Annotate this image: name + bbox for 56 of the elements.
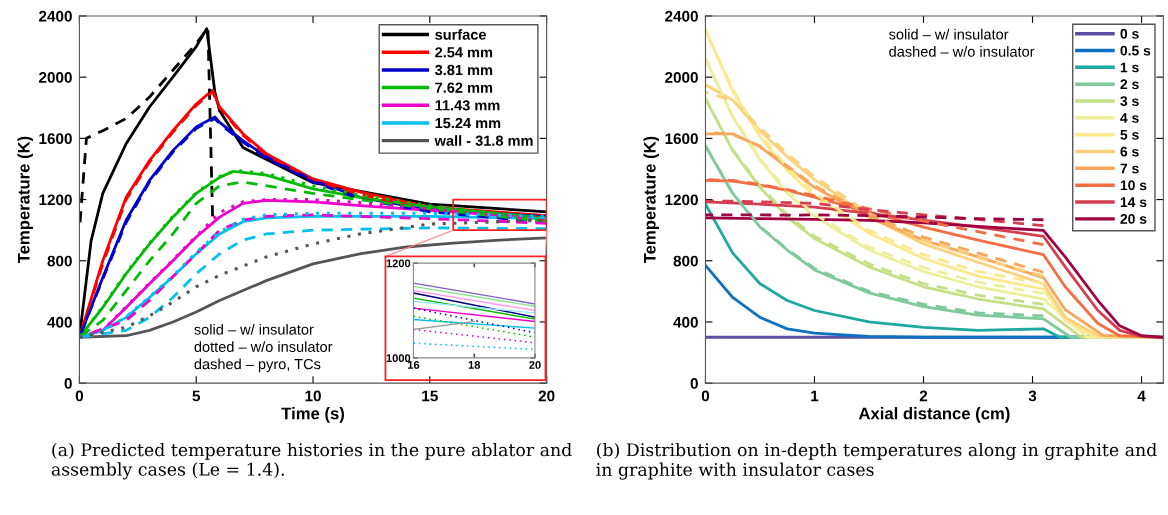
legend-label: 7 s [1120,163,1139,174]
text: (b) Distribution on in-depth temperatures along in graphite and in graphite with insulator cases [596,442,1157,480]
legend-label: 15.24 mm [435,117,501,129]
y-tick-label: 1200 [39,194,72,206]
x-tick-label: 16 [407,361,420,369]
legend-label: 5 s [1120,129,1139,140]
x-tick-label: 20 [538,390,555,402]
x-tick-label: 15 [422,390,438,402]
y-tick-label: 1200 [386,259,411,268]
y-tick-label: 800 [47,255,72,267]
y-tick-label: 1200 [665,194,698,206]
annotation: solid – w/ insulator dashed – w/o insulator [889,28,1035,57]
y-tick-label: 2000 [665,72,698,83]
legend-label: 0.5 s [1120,45,1151,56]
x-tick-label: 2 [919,390,928,402]
legend-label: 20 s [1120,214,1147,224]
legend-label: 2.54 mm [435,47,493,58]
x-tick-label: 1 [811,390,819,402]
x-tick-label: 0 [75,390,84,402]
y-tick-label: 400 [47,316,72,328]
legend-label: surface [435,29,486,40]
y-tick-label: 1600 [39,133,72,145]
legend-label: 10 s [1120,180,1147,191]
y-tick-label: 400 [673,316,698,328]
text: (a) Predicted temperature histories in the pure ablator and assembly cases (Le = 1.4). [51,442,572,480]
legend-label: 7.62 mm [435,82,493,93]
legend-label: 14 s [1120,197,1147,208]
x-axis-title: Time (s) [281,407,344,423]
legend-label: 6 s [1120,146,1139,157]
y-tick-label: 2400 [39,10,72,22]
y-tick-label: 1600 [665,133,698,145]
legend-label: 3.81 mm [434,64,493,76]
y-tick-label: 1000 [386,354,411,363]
y-tick-label: 2000 [39,72,72,83]
y-axis-title: Temperature (K) [17,136,33,264]
x-tick-label: 18 [468,361,481,369]
annotation: solid – w/ insulator dotted – w/o insulator dashed – pyro, TCs [194,323,333,373]
x-tick-label: 0 [701,390,710,402]
x-tick-label: 3 [1028,390,1037,402]
y-tick-label: 0 [690,378,698,389]
legend-label: 0 s [1120,28,1139,39]
legend-label: wall - 31.8 mm [434,135,533,146]
legend-label: 2 s [1120,79,1139,90]
x-axis-title: Axial distance (cm) [858,407,1010,423]
legend-label: 3 s [1120,96,1139,107]
y-tick-label: 2400 [665,10,698,22]
y-tick-label: 0 [64,378,72,389]
y-tick-label: 800 [673,255,698,267]
y-axis-title: Temperature (K) [643,136,659,264]
legend-label: 11.43 mm [435,100,500,111]
legend-label: 1 s [1120,62,1139,73]
x-tick-label: 4 [1137,390,1146,402]
legend-label: 4 s [1120,113,1139,123]
x-tick-label: 20 [529,361,541,369]
x-tick-label: 10 [305,390,321,402]
x-tick-label: 5 [192,390,201,402]
